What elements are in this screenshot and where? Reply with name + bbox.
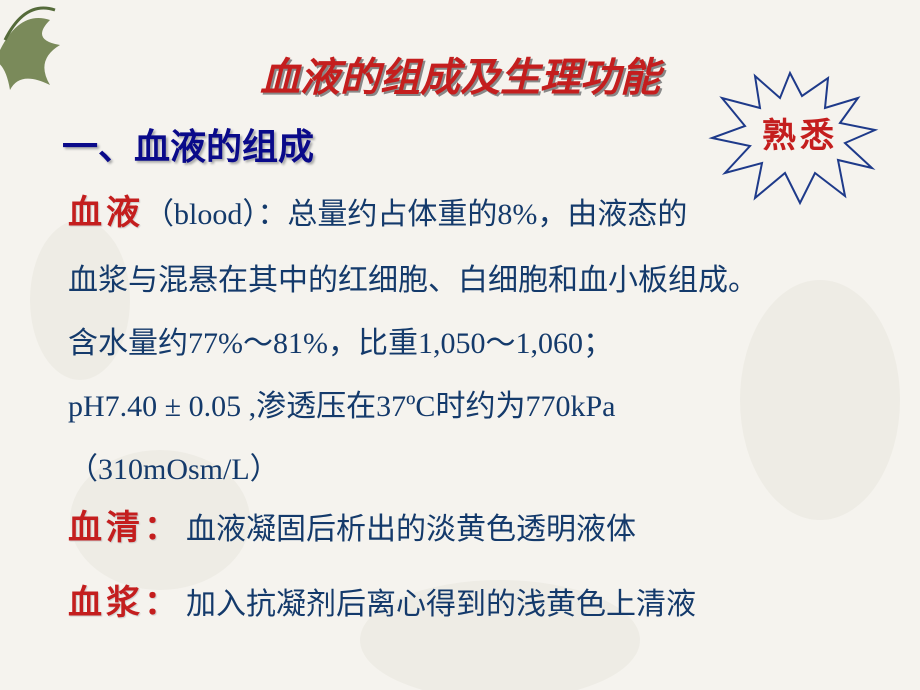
blood-desc-3: 含水量约77%～81%，比重1,050～1,060； (68, 312, 880, 375)
blood-paren: （blood）： (144, 198, 287, 231)
starburst-label: 熟悉 (762, 108, 838, 157)
serum-desc: 血液凝固后析出的淡黄色透明液体 (186, 504, 636, 548)
blood-desc-4: pH7.40 ± 0.05 ,渗透压在37ºC时约为770kPa (68, 375, 880, 438)
blood-desc-2: 血浆与混悬在其中的红细胞、白细胞和血小板组成。 (68, 249, 880, 312)
blood-term: 血液 (68, 195, 144, 232)
blood-desc-1: 总量约占体重的8%，由液态的 (287, 198, 687, 231)
blood-line1: 血液（blood）：总量约占体重的8%，由液态的 (68, 178, 880, 249)
plasma-desc: 加入抗凝剂后离心得到的浅黄色上清液 (186, 579, 696, 623)
plasma-term: 血浆： (68, 575, 182, 624)
blood-definition-block: 血液（blood）：总量约占体重的8%，由液态的 血浆与混悬在其中的红细胞、白细… (68, 178, 880, 501)
section-heading: 一、血液的组成 (62, 118, 314, 170)
plasma-row: 血浆： 加入抗凝剂后离心得到的浅黄色上清液 (68, 575, 860, 624)
serum-row: 血清： 血液凝固后析出的淡黄色透明液体 (68, 500, 860, 549)
blood-desc-5: （310mOsm/L） (68, 438, 880, 501)
serum-term: 血清： (68, 500, 182, 549)
